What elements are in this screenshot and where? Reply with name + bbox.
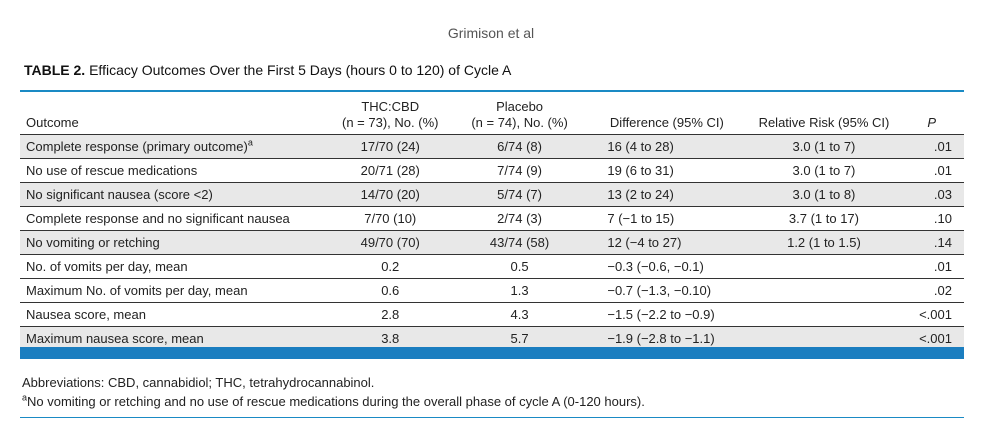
efficacy-table: Outcome THC:CBD (n = 73), No. (%) Placeb… <box>20 93 964 351</box>
footnote: aNo vomiting or retching and no use of r… <box>22 392 645 409</box>
cell-difference: 12 (−4 to 27) <box>585 230 749 255</box>
header-placebo-line1: Placebo <box>496 99 544 114</box>
header-difference: Difference (95% CI) <box>585 93 749 135</box>
cell-outcome: Nausea score, mean <box>20 302 327 327</box>
cell-outcome: Complete response and no significant nau… <box>20 206 327 231</box>
cell-outcome: Maximum No. of vomits per day, mean <box>20 278 327 303</box>
table-caption: Efficacy Outcomes Over the First 5 Days … <box>89 62 512 78</box>
header-thc: THC:CBD (n = 73), No. (%) <box>326 93 454 135</box>
cell-relative-risk <box>748 278 900 303</box>
cell-p: .03 <box>899 182 964 207</box>
cell-placebo: 2/74 (3) <box>453 206 586 231</box>
bottom-rule <box>20 417 964 418</box>
cell-outcome: No. of vomits per day, mean <box>20 254 327 279</box>
cell-difference: 7 (−1 to 15) <box>585 206 749 231</box>
outcome-text: Complete response (primary outcome) <box>26 139 248 154</box>
cell-thc: 7/70 (10) <box>326 206 454 231</box>
cell-placebo: 4.3 <box>453 302 586 327</box>
table-row: Complete response and no significant nau… <box>20 206 964 231</box>
cell-relative-risk <box>748 326 900 351</box>
cell-relative-risk: 3.7 (1 to 17) <box>748 206 900 231</box>
cell-placebo: 0.5 <box>453 254 586 279</box>
cell-placebo: 6/74 (8) <box>453 134 586 159</box>
cell-p: .14 <box>899 230 964 255</box>
cell-placebo: 1.3 <box>453 278 586 303</box>
cell-difference: 16 (4 to 28) <box>585 134 749 159</box>
cell-difference: −0.3 (−0.6, −0.1) <box>585 254 749 279</box>
cell-outcome: Complete response (primary outcome)a <box>20 134 327 159</box>
cell-difference: −1.5 (−2.2 to −0.9) <box>585 302 749 327</box>
cell-difference: 19 (6 to 31) <box>585 158 749 183</box>
cell-placebo: 43/74 (58) <box>453 230 586 255</box>
cell-thc: 17/70 (24) <box>326 134 454 159</box>
running-head: Grimison et al <box>447 25 535 41</box>
table-row: Complete response (primary outcome)a 17/… <box>20 134 964 159</box>
cell-placebo: 7/74 (9) <box>453 158 586 183</box>
header-relative-risk: Relative Risk (95% CI) <box>748 93 900 135</box>
cell-thc: 49/70 (70) <box>326 230 454 255</box>
cell-p: <.001 <box>899 326 964 351</box>
table-row: No use of rescue medications 20/71 (28) … <box>20 158 964 183</box>
cell-p: .02 <box>899 278 964 303</box>
table-row: Maximum No. of vomits per day, mean 0.6 … <box>20 278 964 303</box>
cell-difference: 13 (2 to 24) <box>585 182 749 207</box>
header-row: Outcome THC:CBD (n = 73), No. (%) Placeb… <box>20 93 964 135</box>
table-row: No vomiting or retching 49/70 (70) 43/74… <box>20 230 964 255</box>
cell-p: .01 <box>899 254 964 279</box>
cell-relative-risk <box>748 254 900 279</box>
cell-thc: 2.8 <box>326 302 454 327</box>
table-bottom-band <box>20 347 964 359</box>
cell-relative-risk: 3.0 (1 to 7) <box>748 158 900 183</box>
header-p: P <box>899 93 964 135</box>
abbreviations-note: Abbreviations: CBD, cannabidiol; THC, te… <box>22 375 375 390</box>
cell-relative-risk: 3.0 (1 to 8) <box>748 182 900 207</box>
cell-thc: 20/71 (28) <box>326 158 454 183</box>
cell-placebo: 5/74 (7) <box>453 182 586 207</box>
table-title: TABLE 2. Efficacy Outcomes Over the Firs… <box>24 62 511 78</box>
cell-difference: −0.7 (−1.3, −0.10) <box>585 278 749 303</box>
cell-thc: 0.2 <box>326 254 454 279</box>
table-row: No significant nausea (score <2) 14/70 (… <box>20 182 964 207</box>
header-placebo-line2: (n = 74), No. (%) <box>471 115 568 130</box>
cell-outcome: No vomiting or retching <box>20 230 327 255</box>
cell-difference: −1.9 (−2.8 to −1.1) <box>585 326 749 351</box>
cell-p: .10 <box>899 206 964 231</box>
header-outcome: Outcome <box>20 93 327 135</box>
cell-outcome: No significant nausea (score <2) <box>20 182 327 207</box>
header-placebo: Placebo (n = 74), No. (%) <box>453 93 586 135</box>
top-rule <box>20 90 964 92</box>
footnote-text: No vomiting or retching and no use of re… <box>27 394 645 409</box>
cell-outcome: Maximum nausea score, mean <box>20 326 327 351</box>
table-row: Nausea score, mean 2.8 4.3 −1.5 (−2.2 to… <box>20 302 964 327</box>
header-thc-line1: THC:CBD <box>361 99 420 114</box>
footnote-marker: a <box>22 392 28 403</box>
cell-p: .01 <box>899 134 964 159</box>
header-thc-line2: (n = 73), No. (%) <box>342 115 439 130</box>
cell-relative-risk: 3.0 (1 to 7) <box>748 134 900 159</box>
cell-relative-risk: 1.2 (1 to 1.5) <box>748 230 900 255</box>
cell-thc: 0.6 <box>326 278 454 303</box>
cell-placebo: 5.7 <box>453 326 586 351</box>
cell-p: <.001 <box>899 302 964 327</box>
table-row: No. of vomits per day, mean 0.2 0.5 −0.3… <box>20 254 964 279</box>
cell-relative-risk <box>748 302 900 327</box>
cell-thc: 14/70 (20) <box>326 182 454 207</box>
table-row: Maximum nausea score, mean 3.8 5.7 −1.9 … <box>20 326 964 351</box>
table-label: TABLE 2. <box>24 62 86 78</box>
cell-p: .01 <box>899 158 964 183</box>
footnote-marker: a <box>247 137 253 148</box>
cell-outcome: No use of rescue medications <box>20 158 327 183</box>
